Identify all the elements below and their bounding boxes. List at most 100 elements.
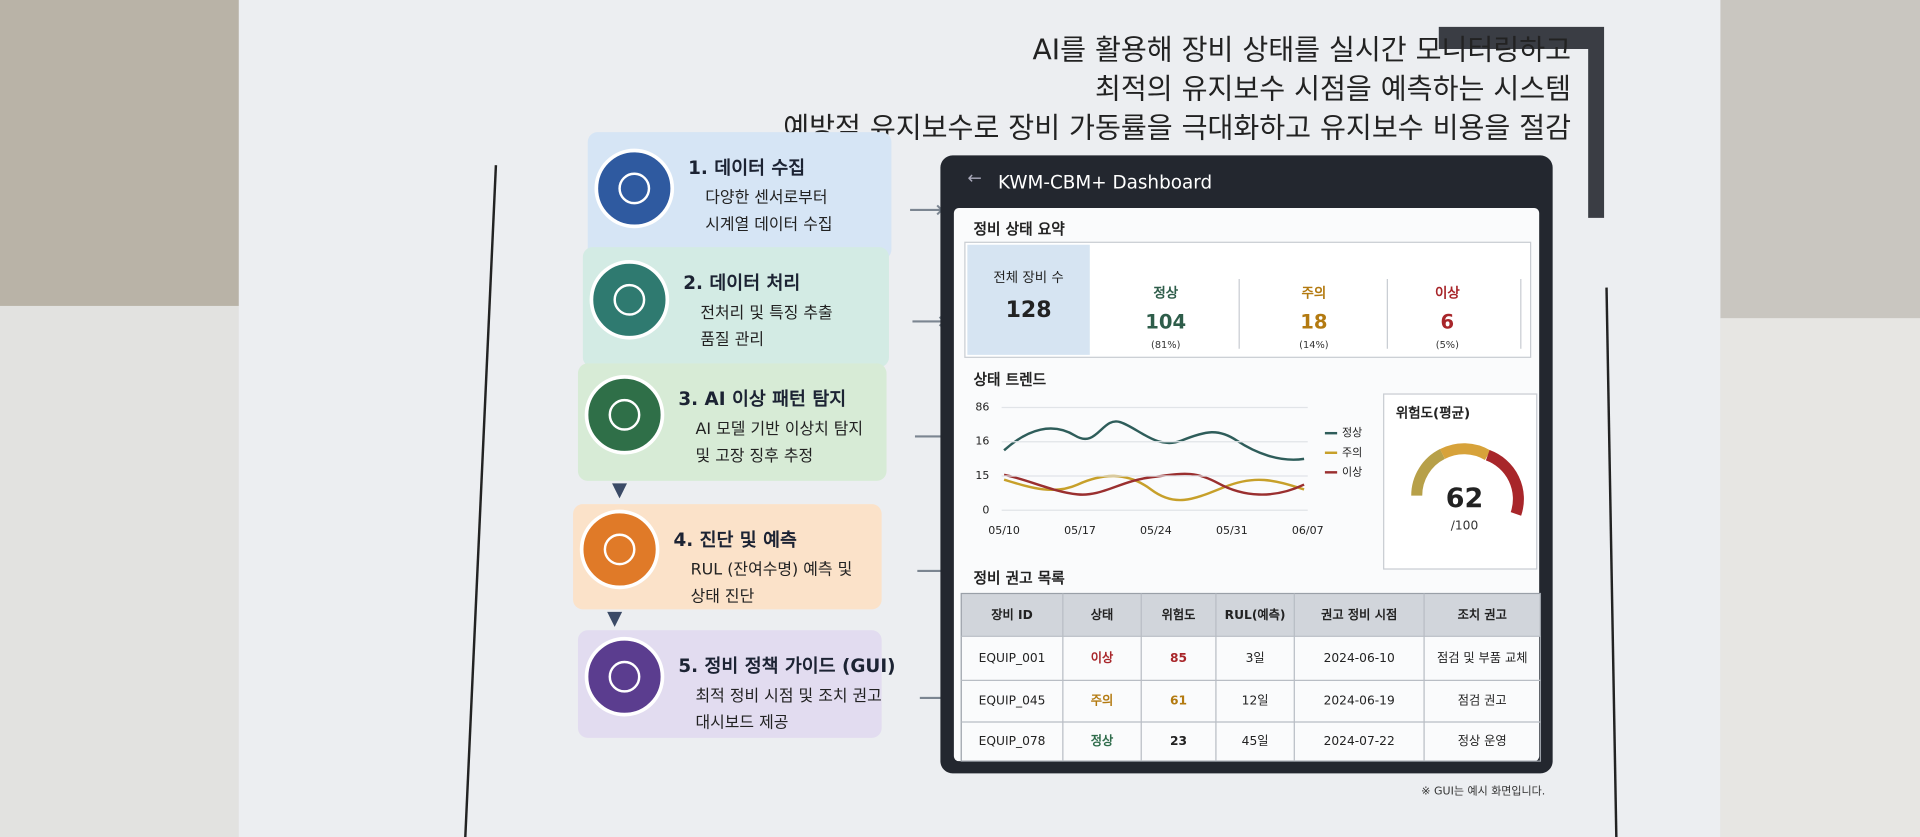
step-desc: 최적 정비 시점 및 조치 권고 <box>696 686 882 705</box>
x-tick-label: 05/17 <box>1064 524 1096 537</box>
x-tick-label: 06/07 <box>1292 524 1324 537</box>
divider <box>1605 287 1618 837</box>
summary-value: 18 <box>1300 311 1327 334</box>
step-desc: RUL (잔여수명) 예측 및 <box>691 560 853 579</box>
back-arrow[interactable]: ← <box>967 169 981 189</box>
table-cell: 2024-07-22 <box>1324 734 1395 748</box>
table-cell: 2024-06-10 <box>1324 651 1395 665</box>
gauge-arc <box>1485 450 1524 516</box>
x-tick-label: 05/10 <box>988 524 1020 537</box>
legend-label: 정상 <box>1342 426 1362 439</box>
step-icon-glyph <box>608 660 641 693</box>
summary-total-bg <box>967 244 1090 355</box>
table-cell: 85 <box>1170 651 1187 665</box>
risk-value: 62 <box>1446 483 1483 514</box>
step-icon <box>584 636 665 717</box>
section-title: 정비 상태 요약 <box>973 220 1065 238</box>
table-cell: 3일 <box>1246 651 1265 665</box>
table-cell: 주의 <box>1091 693 1114 708</box>
step-icon-glyph <box>603 533 636 566</box>
table-cell: 12일 <box>1242 694 1269 708</box>
summary-pct: (14%) <box>1299 340 1328 351</box>
y-tick-label: 15 <box>975 469 989 482</box>
summary-label: 전체 장비 수 <box>993 270 1063 286</box>
down-arrow: ▼ <box>612 478 627 501</box>
trend-line <box>1003 420 1305 461</box>
summary-pct: (5%) <box>1436 340 1459 351</box>
x-tick-label: 05/31 <box>1216 524 1248 537</box>
step-icon-glyph <box>613 283 646 316</box>
table-cell: 점검 권고 <box>1458 694 1507 708</box>
header-line: 최적의 유지보수 시점을 예측하는 시스템 <box>1095 73 1571 106</box>
table-border <box>960 592 1542 762</box>
step-desc: 상태 진단 <box>691 587 755 606</box>
table-cell: 점검 및 부품 교체 <box>1437 651 1527 665</box>
down-arrow: ▼ <box>607 607 622 630</box>
table-cell: EQUIP_001 <box>979 651 1046 665</box>
section-title: 상태 트렌드 <box>973 372 1046 389</box>
table-header-bg <box>961 593 1541 637</box>
summary-value: 128 <box>1006 298 1052 323</box>
step-icon <box>579 509 660 590</box>
step-title: 1. 데이터 수집 <box>688 158 805 179</box>
summary-value: 104 <box>1145 311 1186 334</box>
summary-label: 주의 <box>1301 285 1326 302</box>
booth-left <box>0 305 245 837</box>
step-title: 3. AI 이상 패턴 탐지 <box>678 389 846 410</box>
table-cell: 45일 <box>1242 734 1269 748</box>
step-desc: 대시보드 제공 <box>696 713 789 732</box>
flow-arrow: ⟶ <box>911 306 946 335</box>
trend-line <box>1003 474 1305 502</box>
step-desc: 품질 관리 <box>700 330 764 349</box>
booth-right <box>1720 318 1920 837</box>
summary-label: 정상 <box>1153 285 1178 302</box>
table-header: 장비 ID <box>991 607 1032 622</box>
summary-pct: (81%) <box>1151 340 1180 351</box>
table-cell: 이상 <box>1091 650 1114 665</box>
gauge-arc <box>1439 443 1491 461</box>
table-cell: 2024-06-19 <box>1324 694 1395 708</box>
flow-arrow: ⟶ <box>909 194 944 223</box>
table-cell: 61 <box>1170 694 1187 708</box>
header-line: 예방적 유지보수로 장비 가동률을 극대화하고 유지보수 비용을 절감 <box>783 112 1571 145</box>
table-cell: EQUIP_045 <box>979 694 1046 708</box>
step-desc: 전처리 및 특징 추출 <box>700 303 832 322</box>
table-header: 상태 <box>1091 607 1114 622</box>
table-header: RUL(예측) <box>1225 607 1286 622</box>
footnote: ※ GUI는 예시 화면입니다. <box>1421 785 1545 798</box>
summary-label: 이상 <box>1435 285 1460 302</box>
divider <box>464 165 498 837</box>
y-tick-label: 0 <box>982 503 989 516</box>
x-tick-label: 05/24 <box>1140 524 1172 537</box>
bracket <box>1438 26 1605 218</box>
step-icon-glyph <box>608 398 641 431</box>
y-tick-label: 16 <box>975 435 989 448</box>
header-line: AI를 활용해 장비 상태를 실시간 모니터링하고 <box>1033 33 1571 66</box>
step-icon <box>594 148 675 229</box>
step-title: 2. 데이터 처리 <box>683 273 800 294</box>
step-title: 5. 정비 정책 가이드 (GUI) <box>678 656 895 677</box>
step-icon-glyph <box>618 172 651 205</box>
y-tick-label: 86 <box>975 400 989 413</box>
dashboard-title: KWM-CBM+ Dashboard <box>998 173 1212 194</box>
table-header: 위험도 <box>1162 607 1196 622</box>
step-desc: 다양한 센서로부터 <box>705 188 827 207</box>
trend-line <box>1003 472 1305 496</box>
table-cell: 23 <box>1170 734 1187 748</box>
gauge-arc <box>1411 449 1446 496</box>
risk-title: 위험도(평균) <box>1396 405 1470 422</box>
step-desc: AI 모델 기반 이상치 탐지 <box>696 419 864 438</box>
summary-value: 6 <box>1441 311 1455 334</box>
step-title: 4. 진단 및 예측 <box>673 530 797 551</box>
step-icon <box>589 260 670 340</box>
legend-label: 이상 <box>1342 465 1362 478</box>
step-icon <box>584 375 665 455</box>
table-cell: EQUIP_078 <box>979 734 1046 748</box>
risk-box <box>1383 393 1538 570</box>
section-title: 정비 권고 목록 <box>973 569 1065 587</box>
legend-label: 주의 <box>1342 446 1362 459</box>
step-desc: 시계열 데이터 수집 <box>705 215 832 234</box>
table-header: 권고 정비 시점 <box>1321 607 1397 622</box>
